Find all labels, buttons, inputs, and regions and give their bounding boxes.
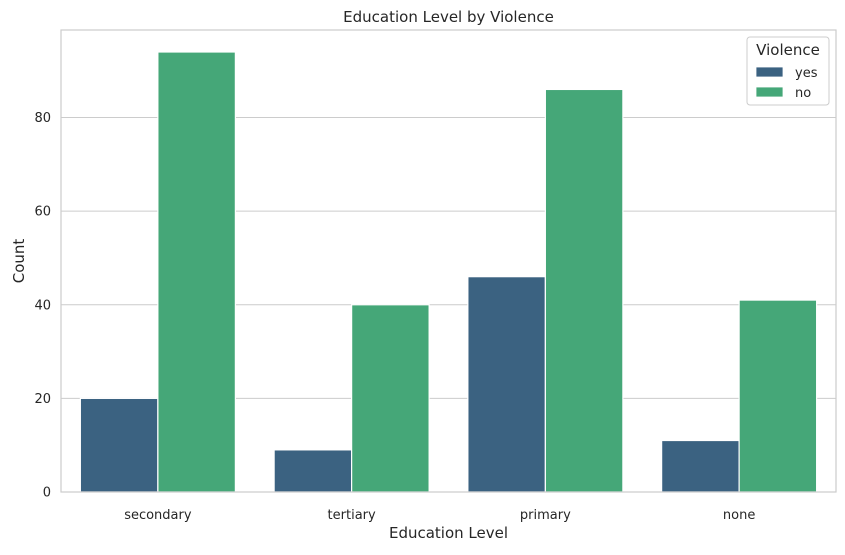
y-tick-label-40: 40: [34, 298, 51, 313]
y-tick-label-80: 80: [34, 111, 51, 126]
bar-none-no: [738, 299, 818, 493]
x-tick-labels: secondary tertiary primary none: [124, 508, 755, 523]
legend-entries: yes no: [755, 66, 818, 101]
y-tick-label-20: 20: [34, 392, 51, 407]
x-tick-label-none: none: [723, 508, 755, 523]
legend-label-yes: yes: [795, 66, 818, 81]
x-tick-label-secondary: secondary: [124, 508, 192, 523]
y-tick-label-0: 0: [43, 486, 51, 501]
y-tick-labels: 0 20 40 60 80: [34, 111, 51, 500]
chart-title: Education Level by Violence: [343, 8, 554, 26]
legend-title: Violence: [756, 41, 820, 59]
bar-tertiary-yes: [273, 449, 353, 493]
bar-secondary-yes: [79, 397, 159, 493]
bar-primary-yes: [467, 276, 546, 493]
x-tick-label-tertiary: tertiary: [328, 508, 376, 523]
legend-label-no: no: [795, 86, 811, 101]
x-axis-label: Education Level: [389, 524, 508, 542]
bar-tertiary-no: [351, 304, 430, 493]
y-axis-label: Count: [10, 239, 28, 284]
x-tick-label-primary: primary: [520, 508, 571, 523]
y-tick-label-60: 60: [34, 205, 51, 220]
legend-swatch-no: [755, 86, 784, 98]
legend-swatch-yes: [755, 66, 784, 78]
bar-primary-no: [544, 88, 624, 493]
bar-layer: [79, 51, 818, 493]
plot-frame: [60, 29, 837, 493]
bar-none-yes: [661, 439, 740, 493]
bar-secondary-no: [157, 51, 236, 493]
legend: Violence yes no: [746, 36, 830, 106]
